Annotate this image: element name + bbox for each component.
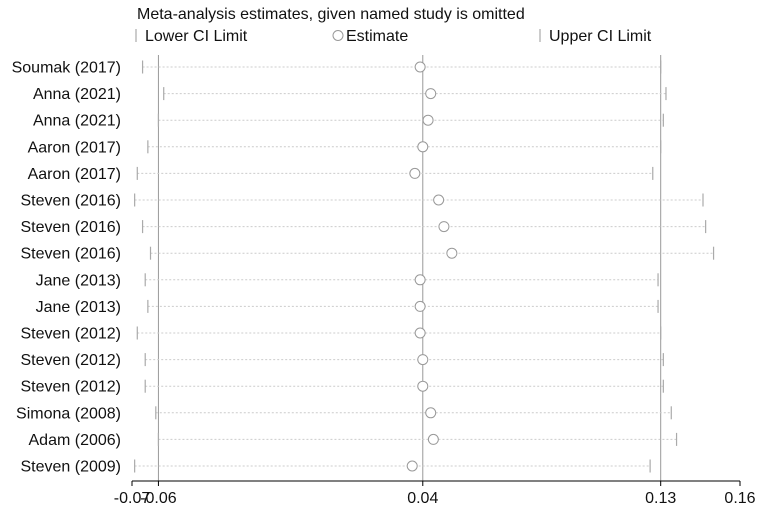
x-tick-label: 0.13 (645, 490, 676, 507)
legend-lower-ci-label: Lower CI Limit (145, 28, 248, 45)
study-label: Simona (2008) (16, 405, 121, 422)
estimate-marker (446, 247, 458, 259)
study-rows: Soumak (2017) Anna (2021) Anna (2021) Aaron… (12, 60, 715, 476)
x-axis: -0.07-0.06 0.04 0.13 0.16 (114, 481, 756, 507)
study-row: Steven (2016) (20, 246, 715, 263)
study-label: Steven (2012) (20, 352, 121, 369)
legend-estimate-label: Estimate (346, 28, 408, 45)
legend: Lower CI Limit Estimate Upper CI Limit (135, 28, 652, 45)
study-label: Aaron (2017) (28, 139, 121, 156)
study-label: Steven (2012) (20, 326, 121, 343)
study-row: Soumak (2017) (12, 60, 662, 77)
study-label: Jane (2013) (36, 272, 121, 289)
study-row: Steven (2012) (20, 352, 664, 369)
x-tick-label: -0.06 (140, 490, 177, 507)
estimate-marker (414, 300, 426, 312)
legend-estimate-marker (332, 30, 344, 41)
study-row: Adam (2006) (29, 432, 678, 449)
estimate-marker (417, 141, 429, 153)
estimate-marker (425, 407, 437, 419)
study-row: Jane (2013) (36, 299, 659, 316)
estimate-marker (414, 61, 426, 73)
estimate-marker (425, 88, 437, 100)
study-label: Steven (2009) (20, 459, 121, 476)
study-row: Steven (2016) (20, 193, 704, 210)
study-label: Anna (2021) (33, 113, 121, 130)
study-row: Steven (2016) (20, 219, 707, 236)
study-label: Steven (2012) (20, 379, 121, 396)
estimate-marker (438, 221, 450, 233)
x-tick-label: -0.07 (114, 490, 151, 507)
study-row: Anna (2021) (33, 86, 667, 103)
estimate-marker (427, 433, 439, 445)
x-tick-label: 0.04 (407, 490, 438, 507)
study-row: Simona (2008) (16, 405, 672, 422)
study-row: Jane (2013) (36, 272, 659, 289)
study-label: Aaron (2017) (28, 166, 121, 183)
estimate-marker (417, 354, 429, 366)
study-row: Aaron (2017) (28, 139, 662, 156)
study-label: Soumak (2017) (12, 60, 121, 77)
study-label: Jane (2013) (36, 299, 121, 316)
study-label: Adam (2006) (29, 432, 122, 449)
study-row: Steven (2012) (20, 326, 662, 343)
x-tick-label: 0.16 (724, 490, 755, 507)
chart-title: Meta-analysis estimates, given named stu… (137, 6, 525, 23)
study-row: Anna (2021) (33, 113, 664, 130)
study-label: Steven (2016) (20, 219, 121, 236)
estimate-marker (422, 114, 434, 126)
estimate-marker (409, 167, 421, 179)
estimate-marker (406, 460, 418, 472)
study-label: Anna (2021) (33, 86, 121, 103)
estimate-marker (414, 274, 426, 286)
estimate-marker (417, 380, 429, 392)
study-label: Steven (2016) (20, 246, 121, 263)
study-row: Steven (2009) (20, 459, 651, 476)
estimate-marker (414, 327, 426, 339)
legend-upper-ci-label: Upper CI Limit (549, 28, 652, 45)
estimate-marker (433, 194, 445, 206)
study-row: Steven (2012) (20, 379, 664, 396)
study-label: Steven (2016) (20, 193, 121, 210)
reference-lines (157, 55, 662, 481)
study-row: Aaron (2017) (28, 166, 654, 183)
